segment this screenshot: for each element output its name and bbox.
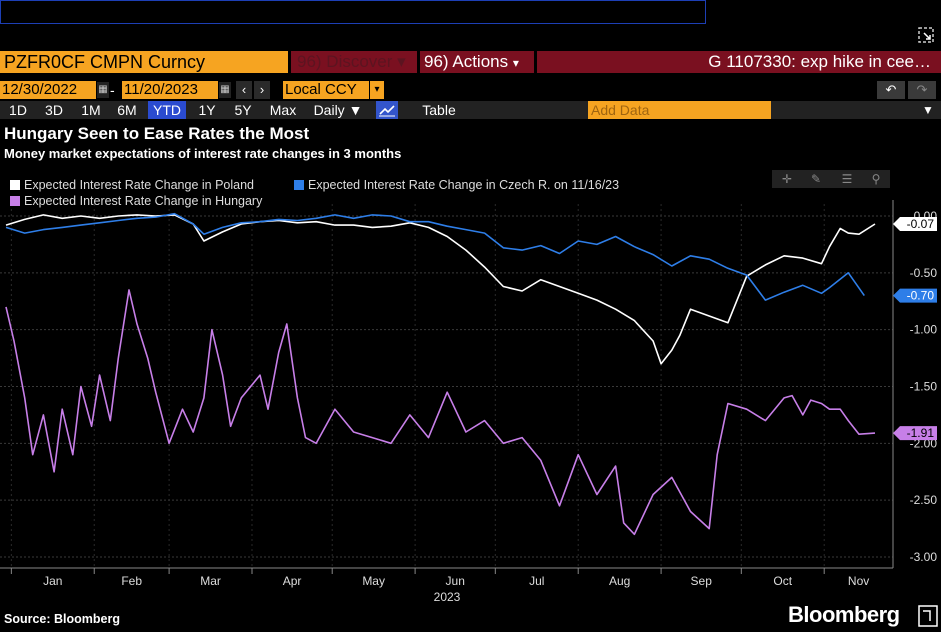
crosshair-icon[interactable]: ✛ (781, 172, 793, 186)
x-tick-label: Oct (773, 574, 792, 588)
redo-icon[interactable]: ↷ (908, 81, 936, 99)
legend-swatch (10, 180, 20, 190)
ticker-field[interactable]: PZFR0CF CMPN Curncy (0, 51, 288, 73)
legend-label: Expected Interest Rate Change in Czech R… (308, 178, 620, 192)
last-value-tag-2: -1.91 (893, 426, 937, 441)
range-5y[interactable]: 5Y (234, 102, 252, 118)
x-tick-label: Nov (848, 574, 869, 588)
range-1y[interactable]: 1Y (198, 102, 216, 118)
y-tick-label: -0.50 (910, 266, 938, 280)
x-axis: Jan Feb Mar Apr May Jun Jul Aug Sep Oct Nov 2023 (0, 567, 893, 604)
last-value-label: -0.07 (907, 217, 935, 231)
add-data-input[interactable]: Add Data (588, 101, 771, 119)
x-tick-label: Sep (691, 574, 713, 588)
chart-subtitle: Money market expectations of interest ra… (4, 146, 402, 161)
brand-logo: Bloomberg (788, 602, 900, 627)
last-value-tag-1: -0.70 (893, 288, 937, 303)
legend-item-hungary[interactable]: Expected Interest Rate Change in Hungary (10, 194, 262, 208)
end-date-field[interactable]: 11/20/2023 (122, 81, 218, 99)
command-line-input[interactable] (0, 0, 706, 24)
range-ytd[interactable]: YTD (148, 101, 186, 119)
legend-item-poland[interactable]: Expected Interest Rate Change in Poland (10, 178, 254, 192)
magnifier-icon[interactable]: ⚲ (871, 172, 881, 186)
legend-item-czech[interactable]: Expected Interest Rate Change in Czech R… (294, 178, 619, 192)
legend-swatch (294, 180, 304, 190)
list-icon[interactable]: ☰ (841, 172, 853, 186)
chevron-left-icon[interactable]: ‹ (236, 81, 252, 99)
series-line-2 (5, 289, 876, 536)
series-line-1 (5, 212, 865, 301)
chevron-down-icon: ▾ (397, 52, 406, 71)
legend-label: Expected Interest Rate Change in Hungary (24, 194, 263, 208)
calendar-icon[interactable]: ▦ (97, 82, 109, 98)
terminal-icon (918, 605, 938, 627)
last-value-label: -0.70 (907, 289, 935, 303)
series-line-0 (5, 214, 876, 365)
x-tick-label: Feb (121, 574, 142, 588)
last-value-tag-0: -0.07 (893, 216, 937, 231)
currency-field[interactable]: Local CCY (283, 81, 369, 99)
actions-button[interactable]: 96) Actions ▾ (420, 51, 534, 73)
y-tick-label: -1.00 (910, 323, 938, 337)
range-6m[interactable]: 6M (117, 102, 137, 118)
last-value-label: -1.91 (907, 426, 935, 440)
source-note: Source: Bloomberg (4, 612, 120, 626)
chart-title: Hungary Seen to Ease Rates the Most (4, 124, 310, 143)
series-layer (5, 212, 876, 536)
chevron-down-icon[interactable]: ▾ (370, 81, 384, 99)
legend-swatch (10, 196, 20, 206)
filter-icon[interactable]: ▼ (922, 103, 934, 117)
last-value-flag (893, 288, 937, 303)
last-value-flag (893, 426, 937, 441)
news-headline[interactable]: G 1107330: exp hike in cee… (537, 51, 941, 73)
calendar-icon[interactable]: ▦ (219, 82, 231, 98)
y-tick-label: -2.50 (910, 493, 938, 507)
line-chart-icon[interactable] (376, 101, 398, 119)
x-tick-label: Jan (43, 574, 62, 588)
chart-toolbox (772, 170, 890, 188)
x-tick-label: Jun (446, 574, 465, 588)
actions-label: 96) Actions (424, 52, 509, 71)
y-tick-label: -1.50 (910, 380, 938, 394)
frequency-select[interactable]: Daily ▼ (313, 102, 363, 118)
discover-button[interactable]: 96) Discover ▾ (291, 51, 417, 73)
range-max[interactable]: Max (269, 102, 297, 118)
range-3d[interactable]: 3D (45, 102, 63, 118)
range-1d[interactable]: 1D (9, 102, 27, 118)
x-tick-label: Mar (200, 574, 221, 588)
pencil-icon[interactable]: ✎ (810, 172, 822, 186)
y-axis: 0.00-0.50-1.00-1.50-2.00-2.50-3.00 (892, 200, 938, 568)
date-separator: - (110, 82, 115, 98)
y-tick-label: -3.00 (910, 550, 938, 564)
discover-label: 96) Discover (297, 52, 393, 71)
x-axis-year: 2023 (434, 590, 461, 604)
start-date-field[interactable]: 12/30/2022 (0, 81, 96, 99)
chevron-down-icon: ▾ (512, 56, 519, 70)
chart-grid (0, 204, 893, 568)
x-tick-label: May (362, 574, 385, 588)
undo-icon[interactable]: ↶ (877, 81, 905, 99)
range-1m[interactable]: 1M (81, 102, 101, 118)
table-view-button[interactable]: Table (422, 102, 456, 118)
x-tick-label: Apr (283, 574, 302, 588)
last-value-flag (893, 216, 937, 231)
legend-label: Expected Interest Rate Change in Poland (24, 178, 255, 192)
x-tick-label: Aug (609, 574, 630, 588)
x-tick-label: Jul (529, 574, 544, 588)
last-value-labels: -0.07 -0.70 -1.91 (893, 216, 937, 441)
chevron-right-icon[interactable]: › (254, 81, 270, 99)
expand-window-icon[interactable] (918, 27, 934, 43)
